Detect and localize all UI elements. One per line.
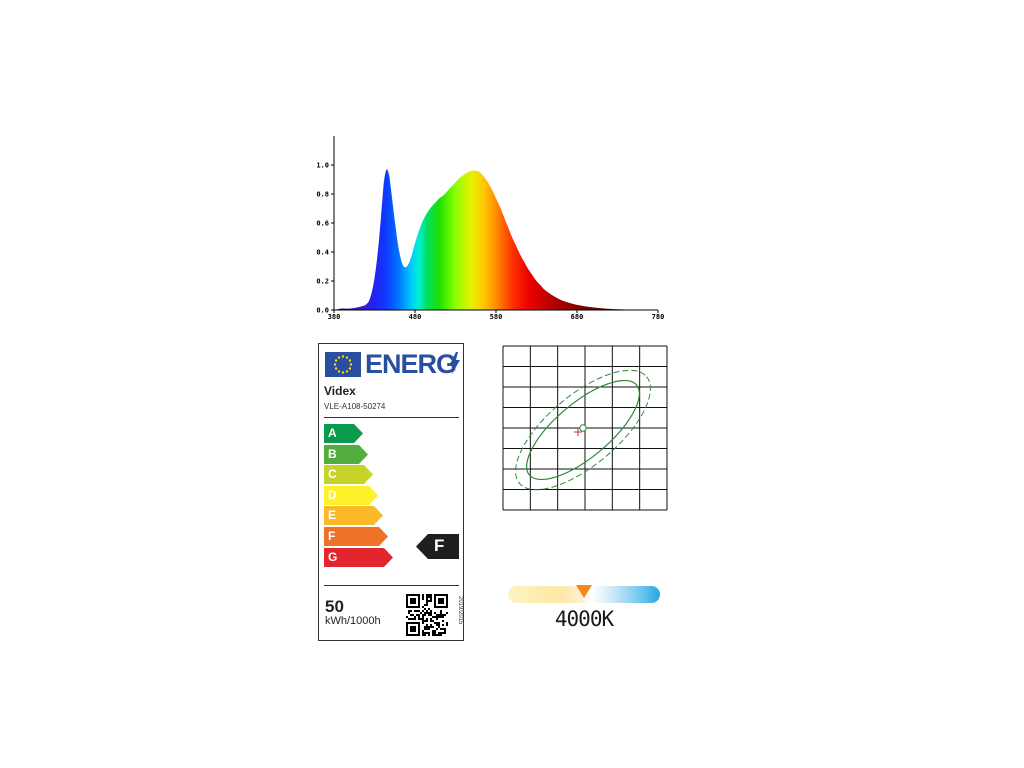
energy-header: ENERG bbox=[365, 349, 457, 379]
efficiency-class-letter: D bbox=[328, 487, 337, 502]
x-tick-label: 680 bbox=[571, 313, 584, 321]
qr-code-icon bbox=[406, 594, 448, 636]
x-tick-label: 480 bbox=[409, 313, 422, 321]
y-tick-label: 1.0 bbox=[316, 162, 329, 170]
efficiency-class-a: A bbox=[324, 424, 363, 443]
eu-star bbox=[341, 355, 345, 358]
efficiency-class-letter: E bbox=[328, 508, 337, 523]
efficiency-class-g: G bbox=[324, 547, 393, 567]
y-tick-label: 0.4 bbox=[316, 249, 329, 257]
eu-flag-icon bbox=[325, 352, 361, 377]
eu-star bbox=[349, 363, 353, 366]
divider bbox=[324, 585, 459, 586]
eu-star bbox=[333, 363, 337, 366]
rating-indicator: F bbox=[416, 534, 459, 559]
eu-star bbox=[341, 371, 345, 374]
eu-star bbox=[345, 370, 349, 373]
eu-star bbox=[337, 356, 341, 359]
eu-star bbox=[348, 367, 352, 370]
energy-consumption-value: 50 bbox=[325, 597, 344, 616]
eu-star bbox=[345, 356, 349, 359]
efficiency-class-letter: A bbox=[328, 426, 337, 440]
divider bbox=[324, 417, 459, 418]
eu-star bbox=[348, 359, 352, 362]
efficiency-class-letter: C bbox=[328, 467, 337, 482]
regulation-number: 2019/2015 bbox=[457, 596, 463, 625]
y-tick-label: 0.0 bbox=[316, 307, 329, 315]
eu-star bbox=[337, 370, 341, 373]
efficiency-class-c: C bbox=[324, 465, 373, 485]
efficiency-class-b: B bbox=[324, 444, 368, 464]
eu-star bbox=[334, 367, 338, 370]
model-number: VLE-A108-50274 bbox=[324, 402, 386, 411]
chromaticity-diagram bbox=[502, 345, 668, 511]
color-temperature-label: 4000K bbox=[554, 607, 614, 631]
y-tick-label: 0.6 bbox=[316, 220, 329, 228]
y-tick-label: 0.8 bbox=[316, 191, 329, 199]
measured-point bbox=[579, 424, 587, 432]
rating-letter: F bbox=[434, 536, 445, 555]
x-tick-label: 580 bbox=[490, 313, 503, 321]
spectrum-fill bbox=[334, 169, 658, 311]
brand-name: Videx bbox=[324, 384, 356, 398]
efficiency-class-d: D bbox=[324, 485, 378, 505]
color-temperature-marker-icon bbox=[576, 585, 592, 598]
efficiency-class-letter: B bbox=[328, 446, 337, 461]
efficiency-class-f: F bbox=[324, 527, 388, 546]
eu-star bbox=[334, 359, 338, 362]
y-tick-label: 0.2 bbox=[316, 278, 329, 286]
efficiency-class-letter: F bbox=[328, 529, 336, 543]
tolerance-ellipse-inner bbox=[526, 379, 640, 481]
x-tick-label: 780 bbox=[652, 313, 665, 321]
x-tick-label: 380 bbox=[328, 313, 341, 321]
spectrum-chart: 0.0 0.2 0.4 0.6 0.8 1.0 380 480 580 680 780 bbox=[316, 136, 665, 321]
efficiency-class-letter: G bbox=[328, 549, 338, 564]
efficiency-class-e: E bbox=[324, 506, 383, 526]
energy-consumption-unit: kWh/1000h bbox=[325, 615, 381, 627]
lightning-icon bbox=[450, 352, 460, 374]
